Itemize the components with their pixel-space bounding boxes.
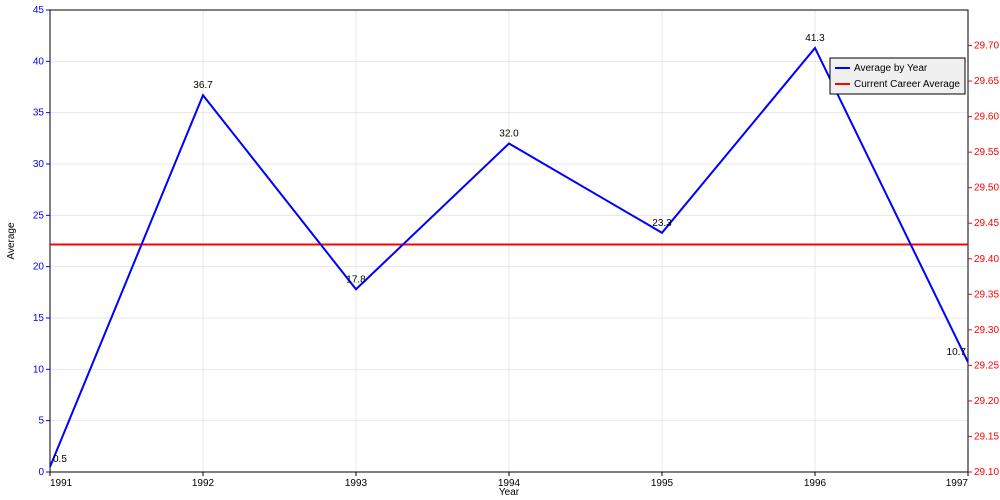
x-tick-label: 1997 — [946, 478, 969, 489]
y-right-tick-label: 29.60 — [974, 112, 999, 123]
y-left-tick-label: 30 — [33, 159, 45, 170]
y-right-tick-label: 29.45 — [974, 218, 999, 229]
y-right-tick-label: 29.30 — [974, 325, 999, 336]
y-left-tick-label: 35 — [33, 108, 45, 119]
y-left-tick-label: 15 — [33, 313, 45, 324]
point-label: 17.8 — [346, 274, 366, 285]
y-right-tick-label: 29.50 — [974, 183, 999, 194]
y-left-tick-label: 25 — [33, 210, 45, 221]
dual-axis-line-chart: 0.5 36.7 17.8 32.0 23.3 41.3 10.7 0 5 10 15 20 25 30 3… — [0, 0, 1000, 500]
legend-label: Current Career Average — [854, 79, 960, 90]
y-right-tick-label: 29.25 — [974, 360, 999, 371]
y-right-tick-label: 29.10 — [974, 467, 999, 478]
y-right-tick-label: 29.35 — [974, 289, 999, 300]
point-label: 10.7 — [947, 347, 967, 358]
x-tick-label: 1993 — [345, 478, 368, 489]
y-left-tick-label: 0 — [38, 467, 44, 478]
y-left-tick-label: 45 — [33, 5, 45, 16]
x-tick-label: 1996 — [804, 478, 827, 489]
y-right-tick-label: 29.65 — [974, 76, 999, 87]
x-tick-label: 1992 — [192, 478, 215, 489]
x-tick-label: 1995 — [651, 478, 674, 489]
x-axis-label: Year — [499, 487, 520, 498]
legend-label: Average by Year — [854, 63, 928, 74]
y-left-tick-label: 5 — [38, 416, 44, 427]
point-label: 32.0 — [499, 128, 519, 139]
y-left-tick-label: 20 — [33, 262, 45, 273]
y-left-tick-label: 40 — [33, 56, 45, 67]
point-label: 41.3 — [805, 33, 825, 44]
y-right-tick-label: 29.70 — [974, 41, 999, 52]
y-right-tick-label: 29.15 — [974, 431, 999, 442]
x-tick-label: 1991 — [50, 478, 73, 489]
y-right-tick-label: 29.55 — [974, 147, 999, 158]
point-label: 36.7 — [193, 80, 213, 91]
y-left-tick-label: 10 — [33, 364, 45, 375]
point-label: 23.3 — [652, 218, 672, 229]
y-right-tick-label: 29.20 — [974, 396, 999, 407]
point-label: 0.5 — [53, 454, 67, 465]
y-right-tick-label: 29.40 — [974, 254, 999, 265]
y-left-axis-label: Average — [6, 222, 17, 260]
